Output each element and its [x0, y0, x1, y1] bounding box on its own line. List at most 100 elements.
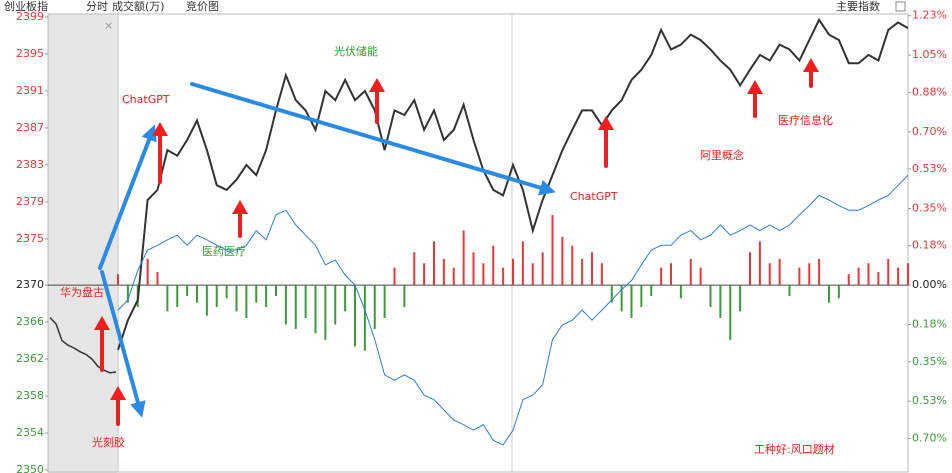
y-tick-label: 2379	[16, 195, 44, 208]
auction-area	[48, 14, 117, 473]
volume-bar	[117, 274, 119, 286]
volume-bar	[640, 285, 643, 308]
volume-bar	[452, 267, 455, 286]
volume-bar	[373, 285, 376, 329]
volume-bar	[561, 236, 564, 286]
volume-bar	[502, 267, 505, 286]
volume-label[interactable]: 成交额(万)	[112, 0, 165, 13]
volume-bar	[433, 241, 435, 286]
red-arrows	[94, 58, 819, 426]
price-line	[117, 174, 909, 446]
volume-bar	[630, 285, 633, 318]
volume-bar	[324, 285, 327, 340]
volume-bar	[897, 267, 900, 286]
icon[interactable]	[895, 1, 906, 12]
annotation: 医药医疗	[202, 244, 246, 258]
price-line	[117, 17, 909, 351]
y2-tick-label: 0.88%	[912, 471, 947, 473]
y-tick-label: 2399	[16, 10, 44, 23]
y-tick-label: 2391	[16, 84, 44, 97]
volume-bar	[699, 267, 702, 286]
volume-bar	[719, 285, 722, 318]
volume-bar	[512, 258, 514, 286]
volume-bar	[689, 258, 692, 286]
y-tick-label: 2370	[16, 278, 44, 291]
volume-bar	[749, 252, 751, 286]
y2-tick-label: 1.23%	[912, 9, 947, 22]
auction-line	[49, 316, 117, 374]
auction-label[interactable]: 竞价图	[186, 0, 219, 13]
volume-bar	[739, 285, 742, 312]
volume-bar	[304, 285, 307, 318]
volume-bar	[541, 252, 544, 286]
volume-bar	[709, 285, 712, 308]
volume-bar	[492, 245, 495, 286]
volume-bar	[670, 263, 672, 286]
volume-bar	[215, 285, 218, 308]
volume-bar	[818, 258, 821, 286]
volume-bar	[413, 252, 416, 286]
plot-frame	[47, 13, 909, 473]
volume-bar	[363, 285, 366, 351]
y-tick-label: 2387	[16, 121, 44, 134]
volume-bar	[758, 241, 761, 286]
volume-bar	[146, 258, 149, 286]
y-tick-label: 2375	[16, 232, 44, 245]
volume-bar	[423, 263, 426, 286]
right-label[interactable]: 主要指数	[836, 0, 880, 13]
y2-tick-label: 0.53%	[912, 162, 947, 175]
volume-bar	[442, 258, 445, 286]
y-tick-label: 2362	[16, 352, 44, 365]
volume-bar	[205, 285, 208, 316]
mode[interactable]: 分时	[86, 0, 108, 13]
red-arrow-head	[803, 58, 819, 72]
volume-bar	[482, 263, 485, 286]
annotation: 光伏储能	[334, 44, 378, 58]
y-tick-label: 2366	[16, 315, 44, 328]
y-tick-label: 2358	[16, 389, 44, 402]
y-tick-label: 2354	[16, 426, 44, 439]
volume-bar	[571, 245, 574, 286]
volume-bar	[275, 285, 277, 297]
volume-bar	[778, 258, 781, 286]
volume-bar	[255, 285, 258, 303]
y-tick-label: 2350	[16, 463, 44, 473]
y2-tick-label: 0.00%	[912, 278, 947, 291]
volume-bar	[650, 285, 653, 297]
volume-bar	[225, 285, 228, 299]
volume-bar	[176, 285, 179, 308]
volume-bar	[126, 285, 129, 303]
volume-bar	[828, 285, 830, 303]
volume-bar	[610, 285, 613, 303]
y2-tick-label: 0.35%	[912, 355, 947, 368]
volume-bar	[837, 285, 840, 299]
close-icon[interactable]: ×	[104, 19, 113, 32]
volume-bar	[847, 274, 850, 286]
volume-bar	[679, 285, 682, 299]
red-arrow-head	[152, 122, 168, 136]
y-tick-label: 2383	[16, 158, 44, 171]
volume-bar	[808, 263, 811, 286]
y2-tick-label: 1.05%	[912, 48, 947, 61]
volume-bar	[660, 267, 663, 286]
red-arrow-head	[598, 116, 614, 130]
volume-bar	[166, 285, 169, 312]
volume-bar	[581, 258, 584, 286]
annotation: 医疗信息化	[778, 113, 833, 127]
index-name: 创业板指	[4, 0, 48, 13]
volume-bar	[462, 230, 465, 286]
volume-bar	[383, 285, 386, 318]
red-arrow-head	[747, 80, 763, 94]
y2-tick-label: 0.35%	[912, 201, 947, 214]
red-arrow-head	[232, 200, 248, 214]
y2-tick-label: 0.18%	[912, 318, 947, 331]
volume-bar	[867, 263, 870, 286]
volume-bar	[314, 285, 317, 334]
annotation: 工种好:风口题材	[754, 442, 835, 456]
red-arrow-head	[369, 78, 385, 92]
volume-bar	[403, 285, 406, 308]
annotation: ChatGPT	[122, 93, 170, 106]
volume-bar	[294, 285, 297, 329]
volume-bar	[265, 285, 268, 308]
